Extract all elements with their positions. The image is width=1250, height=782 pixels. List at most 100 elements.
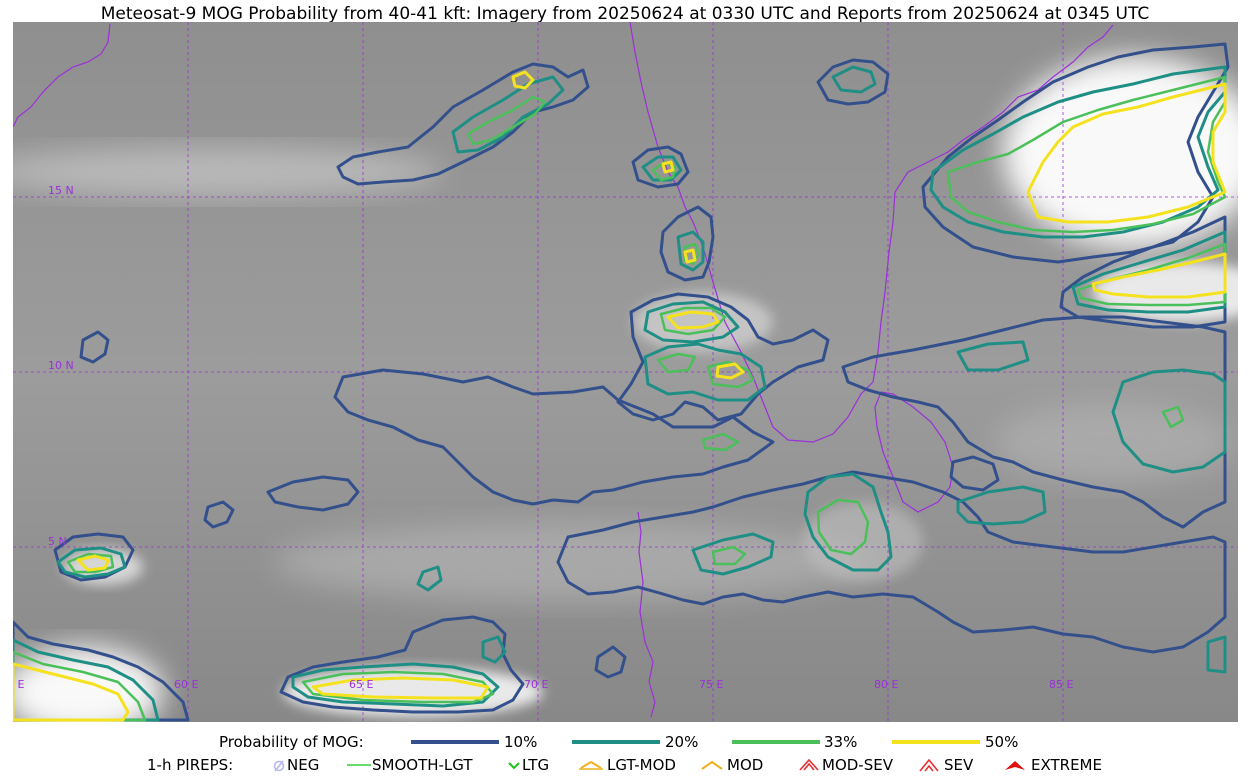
contour-line-10 <box>53 532 135 582</box>
lat-label-5n: 5 N <box>48 535 67 548</box>
contour-line-10 <box>631 145 690 189</box>
lon-label-55e: 55 E <box>13 678 24 691</box>
legend-label-33: 33% <box>824 733 858 751</box>
latitude-labels: 15 N 10 N 5 N <box>48 184 74 548</box>
contour-line-10 <box>921 42 1230 264</box>
contour-line-20 <box>956 340 1030 372</box>
contour-line-50 <box>1091 252 1227 299</box>
contour-line-10 <box>336 62 590 186</box>
lon-label-60e: 60 E <box>174 678 198 691</box>
contour-line-20 <box>1111 368 1227 474</box>
probability-legend-label: Probability of MOG: <box>219 733 364 751</box>
lat-label-10n: 10 N <box>48 359 74 372</box>
contour-line-20 <box>1071 230 1227 314</box>
contour-line-20 <box>1206 635 1227 674</box>
contour-line-10 <box>79 330 110 364</box>
smooth-lgt-icon <box>347 764 371 766</box>
pirep-label-mod: MOD <box>727 756 764 774</box>
contour-line-20 <box>691 532 775 576</box>
contour-line-20 <box>831 65 877 94</box>
mod-sev-icon <box>799 758 819 771</box>
contour-line-50 <box>683 248 697 264</box>
contour-line-20 <box>643 342 767 402</box>
lon-label-70e: 70 E <box>524 678 548 691</box>
contour-line-10 <box>279 615 525 714</box>
lon-label-75e: 75 E <box>699 678 723 691</box>
contour-line-10 <box>594 645 627 679</box>
contour-line-33 <box>466 95 547 146</box>
pirep-label-extreme: EXTREME <box>1031 756 1102 774</box>
contour-line-20 <box>416 565 443 592</box>
contour-50-percent <box>13 70 1227 722</box>
probability-legend: Probability of MOG: 10% 20% 33% 50% <box>0 732 1250 752</box>
contour-line-33 <box>66 552 115 574</box>
contour-line-10 <box>616 292 830 422</box>
contour-line-33 <box>816 498 870 556</box>
map-title: Meteosat-9 MOG Probability from 40-41 kf… <box>100 4 1150 24</box>
longitude-labels: 55 E 60 E 65 E 70 E 75 E 80 E 85 E <box>13 678 1073 691</box>
coastline-segment <box>874 391 954 513</box>
coastline <box>13 22 1114 718</box>
legend-label-10: 10% <box>504 733 538 751</box>
contour-line-20 <box>676 230 705 272</box>
contour-line-20 <box>929 65 1227 239</box>
coastline-segment <box>13 23 111 128</box>
contour-line-50 <box>311 676 490 700</box>
contour-line-33 <box>1161 405 1185 429</box>
contour-line-10 <box>841 315 1227 529</box>
lgt-mod-icon <box>579 760 603 770</box>
contour-line-20 <box>956 485 1047 526</box>
satellite-map[interactable]: 15 N 10 N 5 N 55 E 60 E 65 E 70 E 75 E 8… <box>13 22 1238 722</box>
contour-line-10 <box>203 500 235 529</box>
contour-line-50 <box>661 160 675 174</box>
coastline-segment <box>637 511 656 718</box>
contour-line-10 <box>659 205 715 282</box>
contour-line-50 <box>666 310 720 330</box>
pireps-legend-label: 1-h PIREPS: <box>147 756 234 774</box>
lat-label-15n: 15 N <box>48 184 74 197</box>
legend-label-50: 50% <box>985 733 1019 751</box>
contour-line-33 <box>946 75 1227 234</box>
contour-line-33 <box>701 432 740 452</box>
ltg-icon <box>508 762 520 770</box>
contour-line-20 <box>56 546 127 579</box>
contour-line-20 <box>451 75 565 154</box>
contour-line-50 <box>511 70 535 90</box>
pirep-label-smooth-lgt: SMOOTH-LGT <box>372 756 473 774</box>
pirep-label-sev: SEV <box>944 756 974 774</box>
contour-line-33 <box>301 670 495 704</box>
pirep-label-lgt-mod: LGT-MOD <box>607 756 676 774</box>
contour-line-50 <box>76 554 110 572</box>
contour-line-33 <box>706 360 755 389</box>
lon-label-85e: 85 E <box>1049 678 1073 691</box>
pirep-label-neg: NEG <box>287 756 320 774</box>
contour-line-33 <box>711 545 747 566</box>
coastline-segment <box>629 22 1114 443</box>
contour-line-20 <box>481 635 507 664</box>
neg-icon <box>273 760 285 772</box>
pireps-legend: 1-h PIREPS: NEG SMOOTH-LGT LTG LGT-MOD M… <box>0 755 1250 775</box>
contour-line-10 <box>266 475 360 512</box>
lon-label-65e: 65 E <box>349 678 373 691</box>
pirep-label-mod-sev: MOD-SEV <box>822 756 893 774</box>
lon-label-80e: 80 E <box>874 678 898 691</box>
contour-line-10 <box>816 58 890 106</box>
contour-line-10 <box>949 455 1000 492</box>
sev-icon <box>919 758 939 772</box>
contour-line-33 <box>656 352 697 374</box>
contour-20-percent <box>13 65 1227 722</box>
legend-line-33 <box>732 740 820 744</box>
legend-line-10 <box>411 740 499 744</box>
pirep-label-ltg: LTG <box>522 756 550 774</box>
legend-line-20 <box>572 740 660 744</box>
legend-line-50 <box>892 740 980 744</box>
mod-icon <box>701 760 723 770</box>
contour-line-33 <box>659 306 727 336</box>
contour-line-20 <box>643 300 740 344</box>
contour-line-50 <box>1026 82 1227 224</box>
contour-line-50 <box>715 362 745 380</box>
legend-label-20: 20% <box>665 733 699 751</box>
contour-10-percent <box>13 42 1230 722</box>
contour-line-20 <box>803 472 893 572</box>
contour-line-50 <box>13 662 130 722</box>
